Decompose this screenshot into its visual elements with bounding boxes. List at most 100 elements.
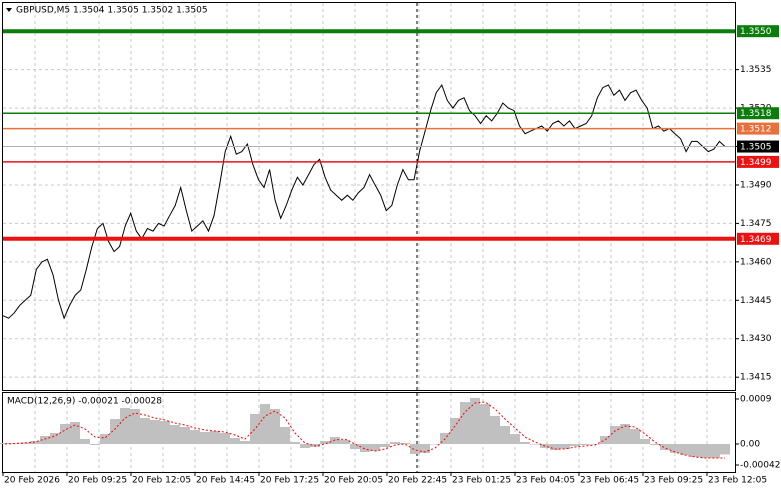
x-tick-label: 20 Feb 09:25 — [68, 476, 127, 486]
macd-bar — [400, 443, 410, 444]
macd-bar — [160, 421, 170, 444]
level-label-box — [737, 107, 779, 120]
y-tick-label: 1.3445 — [740, 296, 772, 306]
macd-bar — [390, 442, 400, 444]
macd-bar — [610, 426, 620, 444]
macd-bar — [140, 418, 150, 444]
y-tick-label: -0.00042 — [740, 461, 780, 471]
macd-bar — [280, 427, 290, 444]
macd-bar — [690, 444, 700, 457]
y-tick-label: 1.3430 — [740, 334, 772, 344]
macd-bar — [460, 402, 470, 444]
macd-bar — [320, 441, 330, 444]
macd-bar — [520, 442, 530, 444]
x-tick-label: 23 Feb 09:25 — [644, 476, 703, 486]
macd-bar — [620, 424, 630, 444]
level-label-box — [737, 232, 779, 245]
macd-bar — [200, 432, 210, 444]
macd-bar — [650, 444, 660, 445]
macd-bar — [250, 414, 260, 444]
level-label-box — [737, 25, 779, 38]
x-tick-label: 20 Feb 22:45 — [388, 476, 447, 486]
macd-bar — [600, 436, 610, 444]
macd-bar — [210, 431, 220, 444]
main-frame — [2, 2, 736, 391]
macd-bar — [220, 433, 230, 444]
y-tick-label: 1.3490 — [740, 180, 772, 190]
macd-bar — [410, 444, 420, 454]
macd-bar — [230, 438, 240, 444]
y-tick-label: 1.3415 — [740, 373, 772, 383]
x-tick-label: 23 Feb 12:05 — [708, 476, 767, 486]
macd-bar — [100, 434, 110, 444]
y-tick-label: 0.00 — [740, 440, 760, 450]
macd-bar — [450, 418, 460, 444]
x-tick-label: 23 Feb 04:05 — [516, 476, 575, 486]
macd-bar — [90, 444, 100, 445]
macd-bar — [710, 444, 720, 458]
macd-bar — [180, 427, 190, 444]
level-label-box — [737, 140, 779, 153]
x-tick-label: 20 Feb 17:25 — [260, 476, 319, 486]
macd-bar — [40, 436, 50, 444]
macd-bar — [490, 416, 500, 444]
macd-bar — [110, 419, 120, 444]
macd-bar — [430, 444, 440, 445]
macd-bar — [700, 444, 710, 458]
macd-bar — [240, 441, 250, 444]
macd-bar — [350, 444, 360, 449]
x-tick-label: 20 Feb 20:05 — [324, 476, 383, 486]
x-tick-label: 20 Feb 14:45 — [196, 476, 255, 486]
x-tick-label: 23 Feb 01:25 — [452, 476, 511, 486]
macd-bar — [70, 422, 80, 444]
macd-bar — [260, 404, 270, 444]
level-label-box — [737, 155, 779, 168]
level-label: 1.3550 — [740, 27, 772, 37]
macd-bar — [360, 444, 370, 452]
y-tick-label: 1.3475 — [740, 219, 772, 229]
macd-bar — [550, 444, 560, 450]
y-tick-label: 1.3460 — [740, 257, 772, 267]
macd-bar — [270, 409, 280, 444]
macd-bar — [660, 444, 670, 450]
x-tick-label: 23 Feb 06:45 — [580, 476, 639, 486]
level-label: 1.3518 — [740, 109, 772, 119]
macd-bar — [60, 424, 70, 444]
macd-bar — [560, 444, 570, 449]
macd-bar — [510, 434, 520, 444]
macd-bar — [640, 439, 650, 444]
macd-bar — [370, 444, 380, 451]
macd-bar — [630, 429, 640, 444]
macd-bar — [150, 420, 160, 444]
macd-bar — [50, 433, 60, 444]
macd-bar — [80, 439, 90, 444]
macd-bar — [680, 444, 690, 455]
macd-bar — [500, 426, 510, 444]
macd-bar — [570, 444, 580, 446]
x-tick-label: 20 Feb 2026 — [4, 476, 60, 486]
macd-bar — [290, 442, 300, 444]
level-label: 1.3499 — [740, 158, 772, 168]
price-line — [2, 83, 726, 320]
x-tick-label: 20 Feb 12:05 — [132, 476, 191, 486]
chart-title: GBPUSD,M5 1.3504 1.3505 1.3502 1.3505 — [16, 6, 208, 16]
macd-frame — [2, 392, 736, 473]
macd-bar — [670, 444, 680, 453]
y-tick-label: 1.3535 — [740, 65, 772, 75]
macd-bar — [340, 440, 350, 444]
macd-bar — [590, 444, 600, 445]
macd-bar — [190, 430, 200, 444]
macd-bar — [380, 444, 390, 447]
macd-bar — [170, 425, 180, 444]
level-label-box — [737, 122, 779, 135]
macd-bar — [130, 409, 140, 444]
macd-bar — [30, 441, 40, 444]
macd-bar — [470, 398, 480, 444]
level-label: 1.3505 — [740, 143, 772, 153]
macd-bar — [530, 444, 540, 445]
macd-bar — [480, 404, 490, 444]
macd-bar — [580, 444, 590, 445]
header-triangle — [6, 8, 12, 12]
macd-bar — [10, 443, 20, 444]
